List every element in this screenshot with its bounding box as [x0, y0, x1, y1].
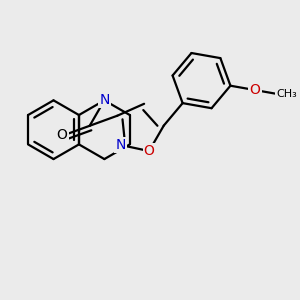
Text: O: O	[250, 83, 260, 97]
Text: O: O	[57, 128, 68, 142]
Text: N: N	[99, 93, 110, 107]
Text: O: O	[144, 144, 154, 158]
Text: CH₃: CH₃	[277, 89, 298, 99]
Text: N: N	[115, 138, 125, 152]
